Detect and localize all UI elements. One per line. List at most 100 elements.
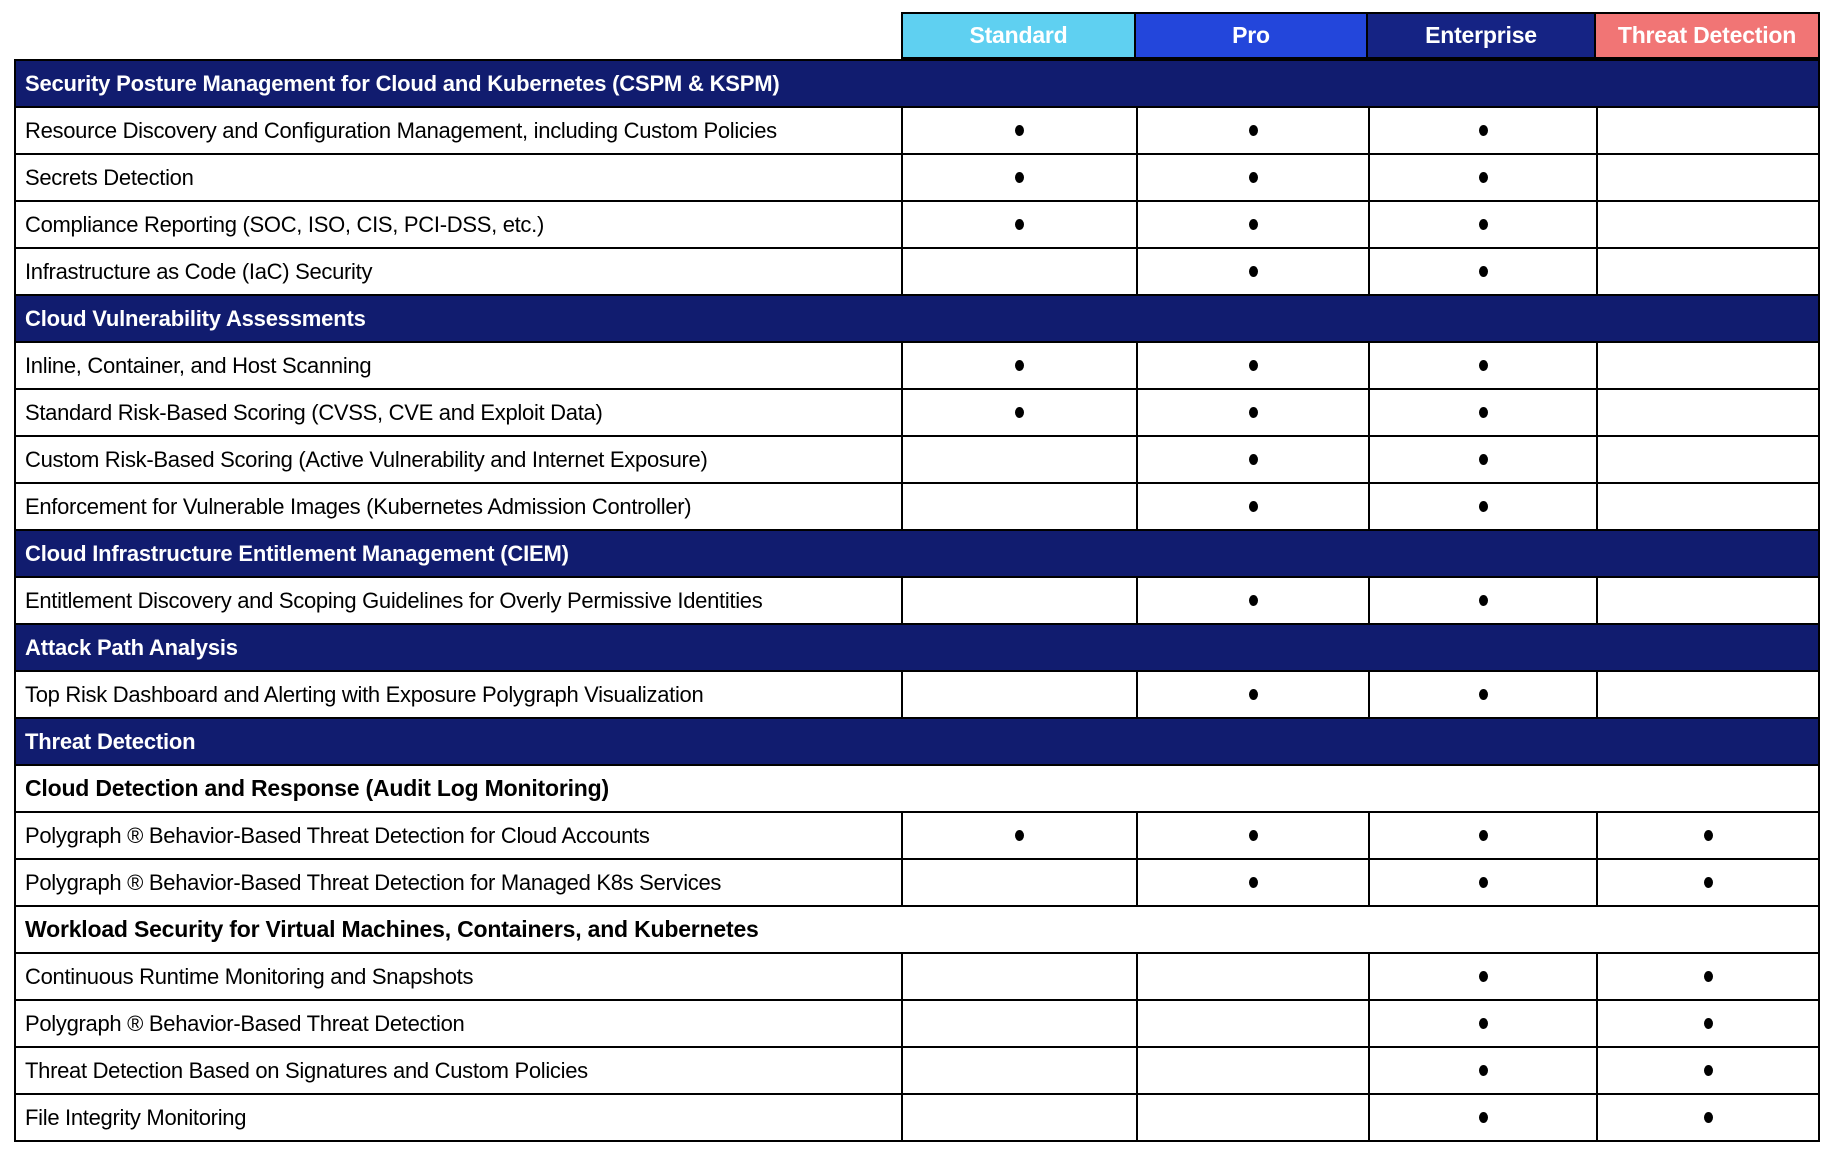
included-dot bbox=[1015, 172, 1024, 183]
feature-row: Inline, Container, and Host Scanning bbox=[16, 343, 1818, 390]
availability-cell-pro bbox=[1136, 343, 1368, 388]
included-dot bbox=[1703, 877, 1713, 888]
header-spacer bbox=[14, 12, 901, 59]
feature-row: File Integrity Monitoring bbox=[16, 1095, 1818, 1142]
feature-row: Top Risk Dashboard and Alerting with Exp… bbox=[16, 672, 1818, 719]
availability-cell-enterprise bbox=[1368, 484, 1596, 529]
included-dot bbox=[1248, 689, 1258, 700]
availability-cell-threat-detection bbox=[1596, 437, 1818, 482]
included-dot bbox=[1478, 125, 1488, 136]
included-dot bbox=[1248, 360, 1258, 371]
availability-cell-standard bbox=[901, 108, 1136, 153]
included-dot bbox=[1015, 407, 1024, 418]
feature-row: Polygraph ® Behavior-Based Threat Detect… bbox=[16, 1001, 1818, 1048]
feature-row: Entitlement Discovery and Scoping Guidel… bbox=[16, 578, 1818, 625]
included-dot bbox=[1248, 125, 1258, 136]
availability-cell-pro bbox=[1136, 1095, 1368, 1140]
included-dot bbox=[1703, 1065, 1713, 1076]
availability-cell-threat-detection bbox=[1596, 155, 1818, 200]
availability-cell-standard bbox=[901, 1001, 1136, 1046]
availability-cell-standard bbox=[901, 813, 1136, 858]
feature-label: Infrastructure as Code (IaC) Security bbox=[25, 258, 373, 284]
availability-cell-enterprise bbox=[1368, 1048, 1596, 1093]
feature-label: Resource Discovery and Configuration Man… bbox=[25, 117, 777, 143]
included-dot bbox=[1478, 454, 1488, 465]
availability-cell-standard bbox=[901, 484, 1136, 529]
availability-cell-enterprise bbox=[1368, 343, 1596, 388]
availability-cell-enterprise bbox=[1368, 249, 1596, 294]
subsection-header: Cloud Detection and Response (Audit Log … bbox=[16, 766, 1818, 813]
feature-label: Continuous Runtime Monitoring and Snapsh… bbox=[25, 963, 474, 989]
feature-label: Compliance Reporting (SOC, ISO, CIS, PCI… bbox=[25, 211, 544, 237]
availability-cell-standard bbox=[901, 343, 1136, 388]
availability-cell-pro bbox=[1136, 578, 1368, 623]
feature-label: Standard Risk-Based Scoring (CVSS, CVE a… bbox=[25, 399, 603, 425]
included-dot bbox=[1478, 172, 1488, 183]
availability-cell-threat-detection bbox=[1596, 860, 1818, 905]
section-header: Security Posture Management for Cloud an… bbox=[16, 61, 1818, 108]
included-dot bbox=[1015, 219, 1024, 230]
availability-cell-pro bbox=[1136, 813, 1368, 858]
availability-cell-pro bbox=[1136, 954, 1368, 999]
included-dot bbox=[1478, 689, 1488, 700]
availability-cell-enterprise bbox=[1368, 954, 1596, 999]
availability-cell-standard bbox=[901, 437, 1136, 482]
availability-cell-pro bbox=[1136, 108, 1368, 153]
availability-cell-enterprise bbox=[1368, 202, 1596, 247]
section-header: Attack Path Analysis bbox=[16, 625, 1818, 672]
feature-label: Enforcement for Vulnerable Images (Kuber… bbox=[25, 493, 692, 519]
included-dot bbox=[1015, 830, 1024, 841]
availability-cell-standard bbox=[901, 1048, 1136, 1093]
availability-cell-enterprise bbox=[1368, 672, 1596, 717]
plan-header-standard: Standard bbox=[901, 12, 1136, 59]
availability-cell-enterprise bbox=[1368, 155, 1596, 200]
included-dot bbox=[1478, 501, 1488, 512]
included-dot bbox=[1478, 1065, 1488, 1076]
feature-label: Polygraph ® Behavior-Based Threat Detect… bbox=[25, 1010, 465, 1036]
availability-cell-standard bbox=[901, 202, 1136, 247]
included-dot bbox=[1478, 266, 1488, 277]
included-dot bbox=[1478, 971, 1488, 982]
availability-cell-threat-detection bbox=[1596, 484, 1818, 529]
included-dot bbox=[1703, 830, 1713, 841]
pricing-feature-matrix: Standard Pro Enterprise Threat Detection… bbox=[14, 12, 1820, 1142]
feature-row: Secrets Detection bbox=[16, 155, 1818, 202]
feature-row: Custom Risk-Based Scoring (Active Vulner… bbox=[16, 437, 1818, 484]
included-dot bbox=[1248, 595, 1258, 606]
availability-cell-threat-detection bbox=[1596, 1095, 1818, 1140]
availability-cell-standard bbox=[901, 954, 1136, 999]
feature-row: Polygraph ® Behavior-Based Threat Detect… bbox=[16, 813, 1818, 860]
availability-cell-pro bbox=[1136, 860, 1368, 905]
included-dot bbox=[1248, 172, 1258, 183]
availability-cell-pro bbox=[1136, 672, 1368, 717]
availability-cell-enterprise bbox=[1368, 390, 1596, 435]
availability-cell-threat-detection bbox=[1596, 813, 1818, 858]
included-dot bbox=[1248, 877, 1258, 888]
section-header: Cloud Infrastructure Entitlement Managem… bbox=[16, 531, 1818, 578]
availability-cell-enterprise bbox=[1368, 108, 1596, 153]
feature-table-body: Security Posture Management for Cloud an… bbox=[14, 59, 1820, 1142]
feature-row: Compliance Reporting (SOC, ISO, CIS, PCI… bbox=[16, 202, 1818, 249]
availability-cell-threat-detection bbox=[1596, 672, 1818, 717]
included-dot bbox=[1248, 454, 1258, 465]
feature-row: Continuous Runtime Monitoring and Snapsh… bbox=[16, 954, 1818, 1001]
availability-cell-pro bbox=[1136, 202, 1368, 247]
feature-label: Polygraph ® Behavior-Based Threat Detect… bbox=[25, 822, 650, 848]
availability-cell-threat-detection bbox=[1596, 249, 1818, 294]
included-dot bbox=[1478, 1018, 1488, 1029]
feature-label: Threat Detection Based on Signatures and… bbox=[25, 1057, 588, 1083]
availability-cell-enterprise bbox=[1368, 578, 1596, 623]
included-dot bbox=[1248, 407, 1258, 418]
included-dot bbox=[1248, 501, 1258, 512]
availability-cell-standard bbox=[901, 672, 1136, 717]
feature-row: Standard Risk-Based Scoring (CVSS, CVE a… bbox=[16, 390, 1818, 437]
feature-label: Custom Risk-Based Scoring (Active Vulner… bbox=[25, 446, 708, 472]
included-dot bbox=[1478, 877, 1488, 888]
availability-cell-pro bbox=[1136, 1048, 1368, 1093]
feature-label: Entitlement Discovery and Scoping Guidel… bbox=[25, 587, 763, 613]
availability-cell-pro bbox=[1136, 390, 1368, 435]
included-dot bbox=[1248, 830, 1258, 841]
feature-row: Enforcement for Vulnerable Images (Kuber… bbox=[16, 484, 1818, 531]
included-dot bbox=[1478, 830, 1488, 841]
included-dot bbox=[1703, 1018, 1713, 1029]
